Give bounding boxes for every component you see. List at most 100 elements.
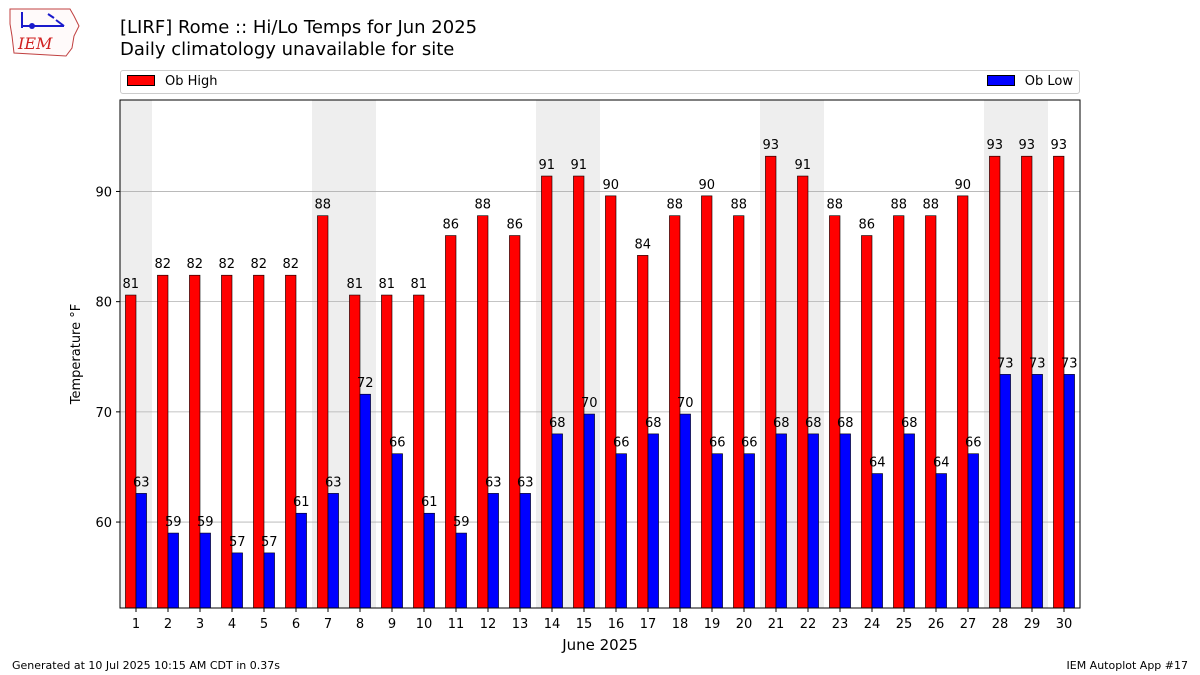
- bar-high-day-15: [573, 175, 585, 609]
- label-high-day-13: 86: [506, 218, 523, 233]
- bar-low-day-29: [1031, 374, 1043, 609]
- x-tick-label: 9: [388, 617, 396, 632]
- bar-high-day-13: [509, 235, 521, 609]
- x-tick-label: 3: [196, 617, 204, 632]
- bar-high-day-18: [669, 215, 681, 609]
- bar-low-day-21: [775, 433, 787, 609]
- x-tick-label: 6: [292, 617, 300, 632]
- label-low-day-4: 57: [229, 535, 246, 550]
- bar-low-day-25: [903, 433, 915, 609]
- label-high-day-15: 91: [570, 158, 587, 173]
- bar-high-day-25: [893, 215, 905, 609]
- x-tick-label: 11: [448, 617, 465, 632]
- label-low-day-22: 68: [805, 416, 822, 431]
- label-low-day-23: 68: [837, 416, 854, 431]
- label-low-day-12: 63: [485, 475, 502, 490]
- x-tick-label: 17: [640, 617, 657, 632]
- bar-high-day-30: [1053, 155, 1065, 609]
- bar-high-day-27: [957, 195, 969, 609]
- y-axis-label: Temperature °F: [69, 304, 84, 405]
- label-high-day-30: 93: [1050, 138, 1067, 153]
- label-low-day-21: 68: [773, 416, 790, 431]
- y-tick-label: 90: [95, 185, 112, 200]
- x-tick-label: 18: [672, 617, 689, 632]
- bar-high-day-29: [1021, 155, 1033, 609]
- y-tick-label: 80: [95, 296, 112, 311]
- label-low-day-10: 61: [421, 495, 438, 510]
- label-high-day-23: 88: [826, 198, 843, 213]
- bar-low-day-9: [391, 453, 403, 609]
- gridlines: [120, 191, 1080, 523]
- footer-generated: Generated at 10 Jul 2025 10:15 AM CDT in…: [12, 659, 280, 672]
- label-high-day-25: 88: [890, 198, 907, 213]
- x-tick-label: 14: [544, 617, 561, 632]
- bar-high-day-17: [637, 255, 649, 609]
- x-tick-label: 15: [576, 617, 593, 632]
- bar-high-day-6: [285, 274, 297, 609]
- label-high-day-7: 88: [314, 198, 331, 213]
- x-tick-label: 19: [704, 617, 721, 632]
- bar-low-day-24: [871, 473, 883, 609]
- x-tick-label: 2: [164, 617, 172, 632]
- label-high-day-14: 91: [538, 158, 555, 173]
- label-high-day-9: 81: [378, 277, 395, 292]
- label-high-day-1: 81: [122, 277, 139, 292]
- bar-low-day-23: [839, 433, 851, 609]
- bar-low-day-5: [263, 552, 275, 609]
- x-tick-label: 27: [960, 617, 977, 632]
- bar-low-day-26: [935, 473, 947, 609]
- label-high-day-21: 93: [762, 138, 779, 153]
- x-tick-label: 29: [1024, 617, 1041, 632]
- bar-low-day-10: [423, 512, 435, 609]
- bars: [125, 155, 1075, 609]
- label-high-day-12: 88: [474, 198, 491, 213]
- label-high-day-16: 90: [602, 178, 619, 193]
- legend-swatch-low: [986, 75, 1015, 86]
- label-low-day-9: 66: [389, 436, 406, 451]
- bar-high-day-20: [733, 215, 745, 609]
- label-low-day-1: 63: [133, 475, 150, 490]
- label-low-day-26: 64: [933, 456, 950, 471]
- bar-high-day-8: [349, 294, 361, 609]
- legend-item-low: Ob Low: [986, 75, 1073, 89]
- bar-high-day-3: [189, 274, 201, 609]
- bar-high-day-9: [381, 294, 393, 609]
- bar-high-day-16: [605, 195, 617, 609]
- label-high-day-26: 88: [922, 198, 939, 213]
- label-low-day-5: 57: [261, 535, 278, 550]
- label-high-day-22: 91: [794, 158, 811, 173]
- label-high-day-5: 82: [250, 257, 267, 272]
- x-tick-label: 12: [480, 617, 497, 632]
- label-low-day-14: 68: [549, 416, 566, 431]
- y-tick-label: 60: [95, 516, 112, 531]
- x-tick-label: 5: [260, 617, 268, 632]
- bar-high-day-1: [125, 294, 137, 609]
- bar-low-day-11: [455, 532, 467, 609]
- x-tick-label: 1: [132, 617, 140, 632]
- legend-label-high: Ob High: [165, 74, 218, 89]
- bar-low-day-28: [999, 374, 1011, 609]
- bar-low-day-16: [615, 453, 627, 609]
- label-low-day-24: 64: [869, 456, 886, 471]
- x-tick-label: 24: [864, 617, 881, 632]
- bar-high-day-5: [253, 274, 265, 609]
- label-high-day-11: 86: [442, 218, 459, 233]
- label-low-day-30: 73: [1061, 356, 1078, 371]
- bar-low-day-12: [487, 493, 499, 609]
- x-tick-label: 10: [416, 617, 433, 632]
- x-tick-label: 16: [608, 617, 625, 632]
- x-tick-label: 7: [324, 617, 332, 632]
- footer-app: IEM Autoplot App #17: [1066, 659, 1189, 672]
- legend-swatch-high: [127, 75, 155, 86]
- bar-low-day-27: [967, 453, 979, 609]
- bar-low-day-18: [679, 413, 691, 609]
- label-low-day-7: 63: [325, 475, 342, 490]
- bar-low-day-19: [711, 453, 723, 609]
- bar-low-day-20: [743, 453, 755, 609]
- label-low-day-6: 61: [293, 495, 310, 510]
- label-low-day-25: 68: [901, 416, 918, 431]
- label-low-day-28: 73: [997, 356, 1014, 371]
- bar-low-day-6: [295, 512, 307, 609]
- label-high-day-20: 88: [730, 198, 747, 213]
